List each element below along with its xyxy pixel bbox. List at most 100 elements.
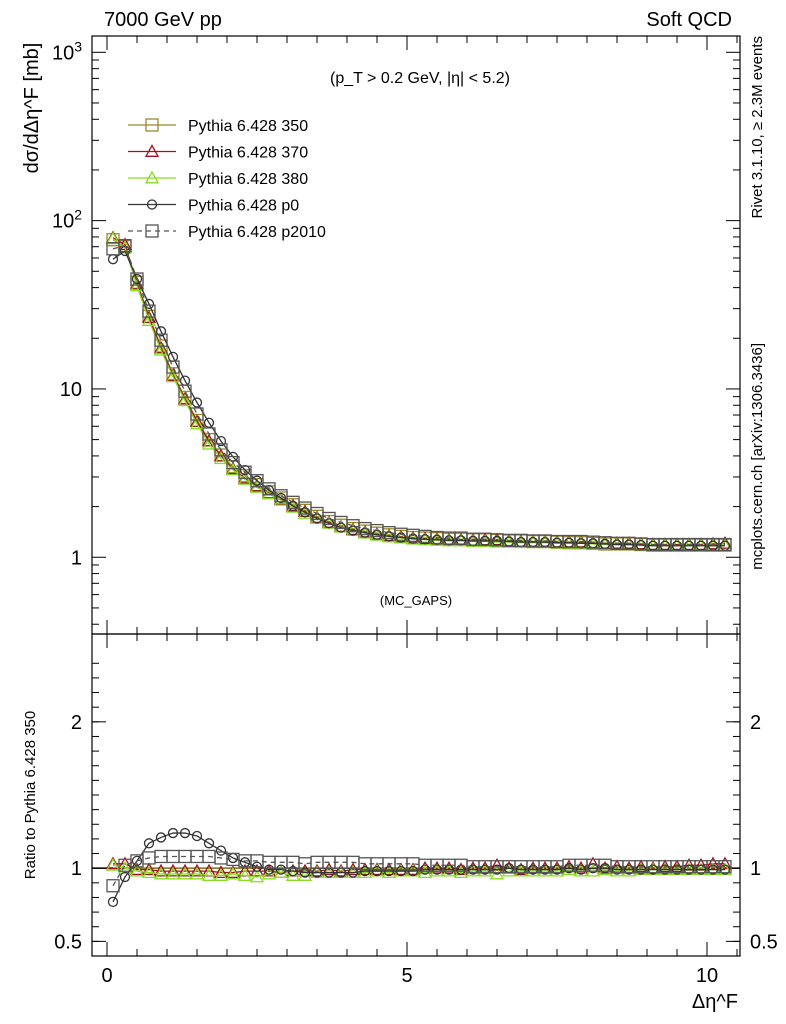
ratio-data-point	[297, 868, 313, 881]
legend-marker	[145, 118, 159, 132]
ratio-data-point	[501, 863, 517, 877]
ratio-data-point	[275, 864, 287, 875]
ratio-data-point	[237, 868, 253, 881]
data-point	[215, 435, 227, 447]
data-point	[203, 417, 215, 428]
ratio-data-point	[215, 845, 227, 856]
ratio-data-point	[213, 868, 229, 881]
ratio-data-point	[467, 864, 479, 875]
ratio-data-point	[527, 864, 539, 875]
ratio-data-point	[407, 865, 419, 877]
ratio-data-point	[587, 863, 599, 874]
ratio-data-point	[515, 864, 527, 875]
ratio-data-point	[525, 863, 541, 877]
data-point	[142, 304, 156, 318]
ratio-data-point	[635, 864, 647, 875]
ratio-data-point	[155, 832, 167, 843]
ratio-data-point	[383, 865, 395, 877]
ratio-data-point	[359, 865, 371, 877]
ratio-data-point	[717, 856, 733, 870]
mcplots-label: mcplots.cern.ch [arXiv:1306.3436]	[749, 343, 766, 570]
ratio-data-point	[189, 863, 205, 877]
header-right: Soft QCD	[646, 9, 732, 31]
ratio-data-point	[299, 867, 311, 878]
ratio-data-point	[549, 863, 565, 877]
ratio-data-point	[153, 866, 169, 880]
ratio-series	[105, 827, 733, 907]
legend-label: Pythia 6.428 350	[188, 118, 308, 135]
ratio-data-point	[213, 865, 229, 879]
ratio-frame	[91, 633, 741, 957]
ratio-data-point	[369, 862, 385, 876]
legend-label: Pythia 6.428 380	[188, 171, 308, 188]
ratio-data-point	[201, 868, 217, 881]
ratio-xtick-label: 0	[101, 965, 112, 987]
ratio-ytick-label: 1	[71, 858, 82, 880]
ratio-data-point	[683, 864, 695, 875]
ratio-data-point	[441, 863, 457, 877]
data-point	[143, 298, 155, 310]
data-point	[130, 272, 144, 286]
ratio-data-point	[165, 863, 181, 877]
data-point	[443, 535, 455, 546]
data-point	[395, 532, 407, 543]
ratio-data-point	[189, 866, 205, 880]
data-point	[431, 534, 443, 545]
ratio-data-point	[273, 865, 289, 879]
ratio-data-point	[106, 879, 120, 893]
ratio-data-point	[263, 864, 275, 875]
data-point	[225, 462, 241, 476]
data-point	[250, 474, 264, 488]
annotation-text: (p_T > 0.2 GeV, |η| < 5.2)	[330, 70, 510, 87]
data-point	[131, 273, 143, 285]
ratio-data-point	[357, 862, 373, 876]
series-line	[112, 250, 725, 547]
ratio-data-point	[261, 863, 277, 877]
data-point	[407, 533, 419, 544]
ratio-data-point	[609, 863, 625, 877]
data-point	[455, 535, 467, 546]
ratio-ytick-label: 2	[71, 712, 82, 734]
ratio-data-point	[491, 864, 503, 875]
data-point	[191, 397, 203, 408]
main-ylabel: dσ/dΔη^F [mb]	[21, 43, 43, 174]
ratio-data-point	[165, 866, 181, 880]
series-line	[112, 238, 725, 547]
ratio-data-point	[249, 869, 265, 883]
ratio-data-point	[441, 860, 457, 874]
ratio-data-point	[623, 864, 635, 875]
data-point	[155, 326, 167, 337]
ratio-data-point	[573, 860, 589, 874]
ratio-axes: 0.5 0.5 1 1 2 2 0 5 10	[54, 634, 778, 987]
ratio-data-point	[695, 864, 707, 875]
data-point	[213, 451, 229, 465]
ratio-ytick-label-right: 2	[750, 712, 761, 734]
ratio-data-point	[429, 860, 445, 874]
legend-marker	[144, 144, 160, 157]
data-point	[154, 333, 168, 347]
data-point	[165, 369, 181, 383]
ratio-data-point	[141, 865, 157, 879]
main-ytick-label: 102	[52, 207, 82, 233]
series-line	[112, 237, 726, 546]
data-point	[285, 499, 301, 513]
ratio-data-point	[647, 864, 659, 875]
ratio-data-point	[393, 862, 409, 876]
ratio-data-point	[465, 863, 481, 877]
ratio-ytick-label-right: 0.5	[750, 931, 778, 953]
ratio-data-point	[611, 864, 623, 875]
ratio-data-point	[671, 864, 683, 875]
legend-label: Pythia 6.428 p0	[188, 198, 299, 215]
ratio-data-point	[719, 864, 731, 875]
main-ytick-label: 10	[60, 379, 82, 401]
ratio-data-point	[129, 862, 145, 876]
data-point	[129, 276, 145, 290]
ratio-data-point	[563, 863, 575, 874]
main-axes: 1 10 102 103	[52, 36, 740, 634]
data-point	[297, 506, 313, 519]
ratio-data-point	[177, 863, 193, 877]
ratio-data-point	[153, 863, 169, 877]
ratio-data-point	[395, 865, 407, 877]
ratio-data-point	[479, 864, 491, 875]
